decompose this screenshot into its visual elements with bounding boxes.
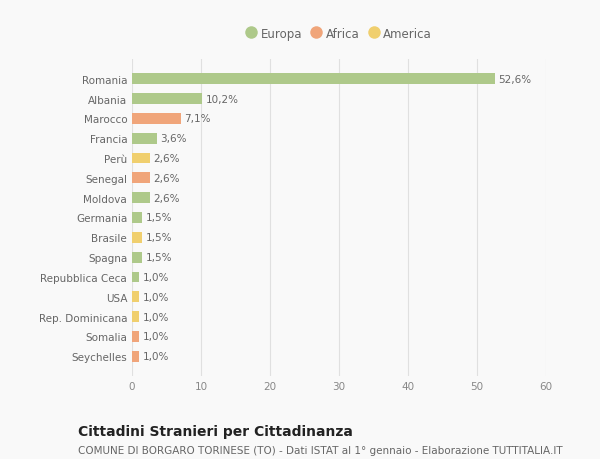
Text: 2,6%: 2,6% <box>154 154 180 164</box>
Bar <box>132 74 495 85</box>
Text: 2,6%: 2,6% <box>154 193 180 203</box>
Text: 7,1%: 7,1% <box>184 114 211 124</box>
Text: 52,6%: 52,6% <box>499 74 532 84</box>
Bar <box>132 312 139 322</box>
Text: 1,0%: 1,0% <box>142 312 169 322</box>
Text: 10,2%: 10,2% <box>206 94 239 104</box>
Bar <box>132 272 139 283</box>
Bar <box>132 232 142 243</box>
Text: 1,0%: 1,0% <box>142 332 169 342</box>
Text: 1,5%: 1,5% <box>146 252 172 263</box>
Legend: Europa, Africa, America: Europa, Africa, America <box>243 24 435 45</box>
Bar <box>132 331 139 342</box>
Bar <box>132 134 157 144</box>
Text: Cittadini Stranieri per Cittadinanza: Cittadini Stranieri per Cittadinanza <box>78 425 353 438</box>
Bar <box>132 351 139 362</box>
Bar <box>132 252 142 263</box>
Text: 3,6%: 3,6% <box>160 134 187 144</box>
Bar <box>132 173 150 184</box>
Bar <box>132 193 150 204</box>
Text: 2,6%: 2,6% <box>154 174 180 184</box>
Bar <box>132 114 181 124</box>
Text: 1,5%: 1,5% <box>146 233 172 243</box>
Text: 1,0%: 1,0% <box>142 272 169 282</box>
Text: COMUNE DI BORGARO TORINESE (TO) - Dati ISTAT al 1° gennaio - Elaborazione TUTTIT: COMUNE DI BORGARO TORINESE (TO) - Dati I… <box>78 445 563 455</box>
Bar <box>132 213 142 224</box>
Bar <box>132 292 139 302</box>
Text: 1,0%: 1,0% <box>142 352 169 362</box>
Bar <box>132 153 150 164</box>
Text: 1,0%: 1,0% <box>142 292 169 302</box>
Text: 1,5%: 1,5% <box>146 213 172 223</box>
Bar <box>132 94 202 105</box>
